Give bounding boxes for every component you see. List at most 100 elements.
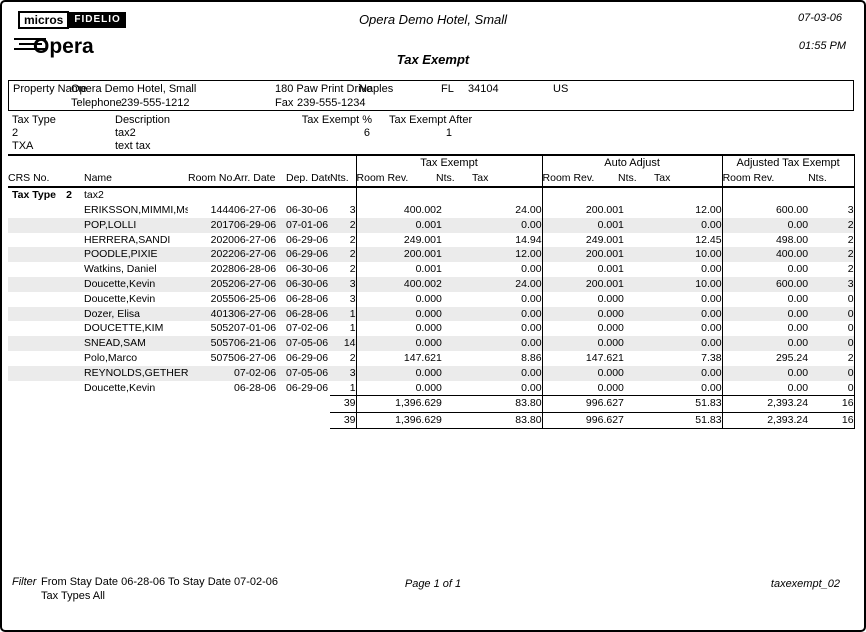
cell-adj-nts: 0	[808, 321, 855, 337]
cell-te-tax: 83.80	[472, 411, 543, 430]
col-header-room: Room No.	[188, 170, 234, 188]
cell-te-tax: 0.00	[521, 337, 542, 350]
cell-te-nts: 0	[436, 292, 442, 305]
cell-te-rev: 0.00	[355, 217, 437, 233]
cell-dep	[286, 412, 330, 429]
cell-room	[188, 412, 234, 429]
cell-crs	[8, 321, 84, 336]
cell-te-nts: 9	[436, 411, 473, 430]
cell-dep: 06-30-06	[286, 277, 329, 290]
cell-room: 2028	[210, 263, 234, 276]
cell-name	[84, 412, 188, 429]
cell-dep: 06-28-06	[286, 292, 329, 305]
cell-nts: 3	[349, 292, 356, 305]
cell-aa-tax: 0.00	[701, 218, 722, 231]
tax-type-header: Tax Type	[12, 114, 56, 126]
cell-dep: 06-30-06	[286, 263, 329, 276]
cell-aa-nts: 1	[618, 233, 624, 246]
cell-nts: 3	[349, 204, 356, 216]
totals-row: 39 1,396.62 9 83.80 996.62 7 51.83 2,393.24 16	[8, 411, 855, 430]
cell-te-tax: 0.00	[521, 307, 542, 320]
property-state: FL	[441, 83, 454, 95]
cell-adj-nts: 16	[808, 395, 855, 413]
cell-dep: 06-29-06	[286, 233, 329, 246]
cell-adj-nts: 2	[808, 247, 855, 263]
cell-te-nts: 1	[436, 263, 442, 276]
telephone-value: 239-555-1212	[121, 97, 190, 109]
opera-logo: Opera	[12, 30, 122, 65]
fidelio-logo-text: FIDELIO	[69, 12, 126, 28]
cell-arr: 06-27-06	[234, 307, 277, 320]
cell-room: 2055	[210, 292, 234, 305]
cell-te-rev: 0.00	[355, 321, 437, 337]
cell-te-nts: 1	[436, 233, 442, 246]
cell-nts: 2	[349, 351, 356, 364]
cell-adj-nts: 2	[808, 232, 855, 248]
cell-nts: 14	[343, 337, 356, 350]
cell-arr: 06-21-06	[234, 337, 277, 350]
cell-dep: 06-28-06	[286, 307, 329, 320]
cell-te-nts: 0	[436, 322, 442, 335]
cell-aa-rev: 147.62	[541, 350, 619, 366]
cell-name: DOUCETTE,KIM	[84, 322, 164, 335]
cell-aa-tax: 51.83	[654, 395, 723, 413]
col-header-adj-room-rev: Room Rev.	[721, 170, 809, 188]
cell-nts: 3	[349, 277, 356, 290]
cell-te-nts: 1	[436, 218, 442, 231]
cell-te-tax: 0.00	[521, 218, 542, 231]
cell-name: Doucette,Kevin	[84, 381, 156, 394]
col-header-te-nts: Nts.	[436, 170, 473, 188]
cell-te-tax: 24.00	[515, 277, 542, 290]
cell-name: POODLE,PIXIE	[84, 248, 158, 261]
cell-arr: 06-28-06	[234, 263, 277, 276]
tax-exempt-pct-value: 6	[363, 127, 370, 139]
cell-nts: 1	[349, 381, 356, 394]
cell-arr	[234, 396, 286, 413]
cell-crs	[8, 396, 84, 413]
micros-fidelio-logo: micros FIDELIO	[18, 11, 126, 29]
cell-nts: 3	[349, 366, 356, 379]
cell-name: Doucette,Kevin	[84, 292, 156, 305]
cell-aa-rev: 996.62	[541, 395, 619, 413]
cell-aa-nts: 0	[618, 381, 624, 394]
table-row: SNEAD,SAM 5057 06-21-06 07-05-06 14 0.00 0 0.00…	[8, 336, 855, 351]
cell-te-rev: 0.00	[355, 380, 437, 396]
cell-dep: 06-29-06	[286, 248, 329, 261]
filter-tax-types: Tax Types All	[41, 590, 105, 602]
cell-te-rev: 0.00	[355, 365, 437, 381]
property-name-value: Opera Demo Hotel, Small	[71, 83, 197, 95]
cell-arr: 06-28-06	[234, 381, 277, 394]
cell-arr: 06-25-06	[234, 292, 277, 305]
cell-adj-nts: 3	[808, 276, 855, 292]
cell-adj-nts: 0	[808, 380, 855, 396]
property-city: Naples	[359, 83, 394, 95]
cell-aa-nts: 1	[618, 263, 624, 276]
cell-arr: 06-27-06	[234, 351, 277, 364]
cell-te-rev: 1,396.62	[355, 395, 437, 413]
micros-logo-text: micros	[18, 11, 70, 29]
hotel-name-title: Opera Demo Hotel, Small	[358, 12, 508, 27]
report-time: 01:55 PM	[798, 40, 846, 52]
cell-dep: 06-29-06	[286, 381, 329, 394]
auto-adjust-group-header: Auto Adjust	[541, 154, 723, 170]
cell-aa-nts: 0	[618, 366, 624, 379]
cell-aa-nts: 0	[618, 337, 624, 350]
cell-adj-rev: 0.00	[721, 380, 809, 396]
cell-arr: 06-29-06	[234, 218, 277, 231]
cell-nts: 39	[330, 411, 357, 430]
filter-stay-dates: From Stay Date 06-28-06 To Stay Date 07-…	[41, 576, 279, 588]
cell-crs	[8, 412, 84, 429]
cell-room	[188, 381, 234, 396]
tax-exempt-after-value: 1	[445, 127, 452, 139]
cell-aa-tax: 10.00	[695, 277, 722, 290]
cell-te-tax: 8.86	[521, 351, 542, 364]
cell-dep: 06-29-06	[286, 351, 329, 364]
cell-nts: 39	[330, 395, 357, 413]
cell-aa-nts: 1	[618, 218, 624, 231]
col-header-dep-date: Dep. Date	[286, 170, 330, 188]
table-row: Watkins, Daniel 2028 06-28-06 06-30-06 2 0.00…	[8, 262, 855, 277]
cell-adj-nts: 2	[808, 217, 855, 233]
filter-label: Filter	[12, 576, 37, 588]
table-row: Doucette,Kevin 2055 06-25-06 06-28-06 3 0.00 0…	[8, 291, 855, 307]
